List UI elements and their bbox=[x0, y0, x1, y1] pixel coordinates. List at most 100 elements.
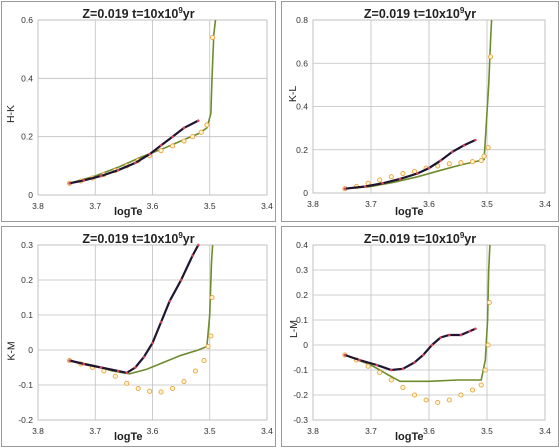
dark-track-line bbox=[69, 244, 200, 374]
chart-svg-l-m: -0.3 -0.2 -0.1 0 0.1 0.2 0.3 0.4 3.8 3.7 3.6 3.5 3.4 bbox=[293, 240, 551, 436]
y-axis-label: K-L bbox=[287, 85, 300, 103]
x-tick-label: 3.7 bbox=[365, 426, 377, 436]
open-point bbox=[377, 177, 383, 183]
open-point bbox=[478, 158, 484, 164]
y-tick-label: 0 bbox=[28, 345, 33, 355]
y-tick-label: 0.3 bbox=[21, 240, 33, 250]
open-point bbox=[201, 357, 207, 364]
dark-track-point bbox=[358, 358, 361, 362]
dark-track-point bbox=[398, 177, 402, 181]
open-point bbox=[192, 368, 198, 374]
dark-track-point bbox=[116, 369, 120, 373]
dark-track-line bbox=[69, 119, 199, 185]
dark-track-point bbox=[134, 366, 137, 369]
dark-track-point bbox=[125, 371, 129, 375]
isochrone-line bbox=[344, 19, 493, 190]
x-tick-label: 3.8 bbox=[307, 426, 319, 436]
open-point bbox=[158, 148, 164, 154]
open-point bbox=[469, 159, 476, 165]
dark-track-point bbox=[474, 138, 477, 142]
chart-title: Z=0.019 t=10x109yr bbox=[82, 231, 195, 247]
open-point bbox=[486, 299, 492, 306]
x-axis-label: logTe bbox=[114, 206, 143, 218]
dark-track-point bbox=[171, 135, 174, 138]
dark-track-point bbox=[159, 144, 163, 147]
open-point bbox=[147, 388, 153, 394]
dark-track-point bbox=[416, 172, 419, 175]
x-axis-label: logTe bbox=[395, 206, 424, 218]
open-point bbox=[469, 387, 476, 393]
y-tick-label: -0.1 bbox=[293, 365, 308, 375]
dark-track-point bbox=[182, 126, 186, 130]
y-tick-label: 0.6 bbox=[296, 58, 308, 68]
open-point bbox=[411, 392, 418, 398]
open-point bbox=[458, 160, 464, 166]
open-point bbox=[158, 389, 164, 395]
x-tick-label: 3.5 bbox=[204, 201, 216, 211]
y-tick-label: 0.1 bbox=[21, 310, 33, 320]
x-tick-label: 3.6 bbox=[423, 426, 435, 436]
open-point bbox=[198, 129, 204, 135]
open-point bbox=[446, 397, 452, 403]
open-point bbox=[482, 367, 488, 373]
plot-area bbox=[37, 244, 268, 421]
chart-svg-k-m: -0.2 -0.1 0 0.1 0.2 0.3 3.8 3.7 3.6 3.5 3.4 bbox=[18, 240, 273, 436]
dark-track-point bbox=[421, 353, 425, 357]
x-axis-label: logTe bbox=[395, 431, 424, 443]
y-axis-label: H-K bbox=[5, 104, 18, 124]
isochrone-line bbox=[69, 244, 214, 375]
dark-track-point bbox=[68, 182, 71, 185]
open-point bbox=[478, 382, 484, 388]
dark-track-point bbox=[148, 152, 151, 156]
y-tick-label: 0.2 bbox=[296, 290, 308, 300]
open-point bbox=[365, 363, 371, 369]
x-tick-label: 3.5 bbox=[481, 426, 493, 436]
chart-title: Z=0.019 t=10x109yr bbox=[363, 231, 477, 247]
x-tick-label: 3.4 bbox=[539, 199, 551, 209]
open-point bbox=[487, 54, 494, 60]
open-point bbox=[485, 145, 491, 151]
open-point bbox=[435, 163, 441, 169]
dark-track-point bbox=[191, 254, 194, 257]
dark-track-point bbox=[413, 361, 416, 364]
dark-track-point bbox=[159, 320, 163, 324]
x-tick-label: 3.5 bbox=[481, 199, 493, 209]
dark-track-point bbox=[427, 166, 431, 170]
y-tick-label: -0.2 bbox=[293, 390, 308, 400]
x-axis-label: logTe bbox=[114, 431, 143, 443]
x-tick-label: 3.6 bbox=[423, 199, 435, 209]
chart-title: Z=0.019 t=10x109yr bbox=[363, 6, 477, 22]
dark-track-point bbox=[179, 278, 183, 282]
x-tick-label: 3.5 bbox=[204, 426, 216, 436]
chart-title: Z=0.019 t=10x109yr bbox=[82, 6, 195, 22]
open-point bbox=[124, 380, 130, 386]
x-tick-label: 3.8 bbox=[32, 426, 44, 436]
y-axis-label: K-M bbox=[5, 341, 18, 361]
open-point bbox=[204, 122, 210, 128]
x-tick-label: 3.7 bbox=[89, 201, 101, 211]
open-point bbox=[210, 34, 216, 41]
open-point bbox=[400, 384, 406, 391]
x-tick-label: 3.4 bbox=[539, 426, 551, 436]
y-tick-label: 0.2 bbox=[21, 275, 33, 285]
dark-track-point bbox=[197, 243, 200, 247]
chart-svg-k-l: 0 0.2 0.4 0.6 0.8 3.8 3.7 3.6 3.5 3.4 bbox=[296, 15, 551, 209]
x-tick-label: 3.7 bbox=[365, 199, 377, 209]
open-point bbox=[481, 153, 487, 159]
open-point bbox=[446, 161, 452, 167]
open-point bbox=[400, 170, 406, 177]
dark-track-point bbox=[134, 161, 137, 165]
y-axis-label: L-M bbox=[288, 319, 301, 339]
dark-track-point bbox=[375, 363, 379, 367]
dark-track-point bbox=[363, 185, 367, 188]
open-point bbox=[101, 368, 107, 374]
x-tick-label: 3.8 bbox=[307, 199, 319, 209]
open-point bbox=[209, 294, 215, 301]
chart-panel-k-l: 0 0.2 0.4 0.6 0.8 3.8 3.7 3.6 3.5 3.4 Z=0.019 t=1… bbox=[281, 1, 559, 222]
open-point bbox=[181, 378, 187, 385]
y-tick-label: 0 bbox=[28, 190, 33, 200]
y-tick-label: 0 bbox=[303, 340, 308, 350]
open-point bbox=[458, 392, 464, 398]
dark-track-point bbox=[474, 327, 477, 331]
y-tick-label: 0.8 bbox=[296, 15, 308, 25]
